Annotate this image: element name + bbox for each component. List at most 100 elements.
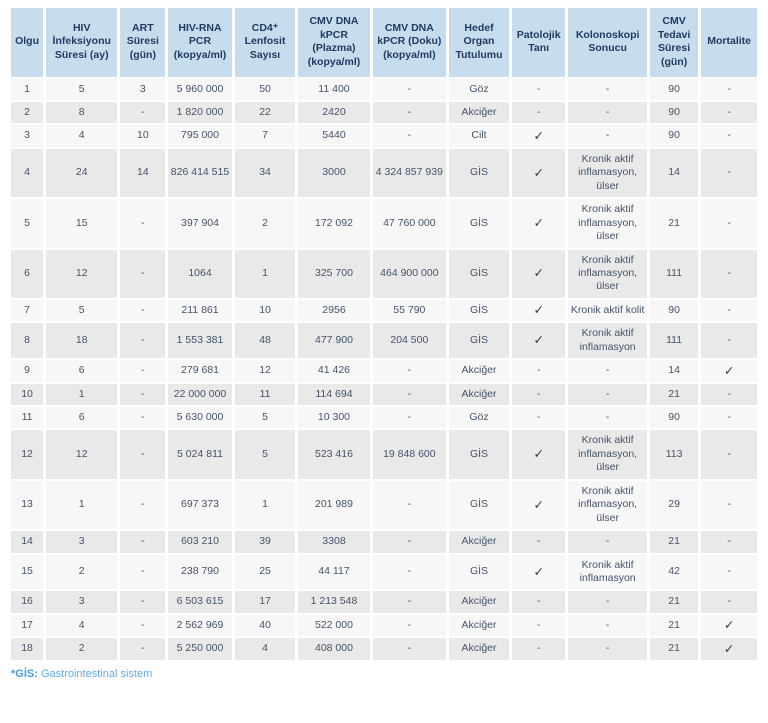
table-cell: GİS	[449, 554, 509, 590]
table-cell: 201 989	[298, 480, 370, 530]
table-row: 18 2-5 250 000 4 408 000- Akciğer - -21 ✓	[11, 638, 757, 660]
table-row: 9 6-279 681 12 41 426- Akciğer - -14 ✓	[11, 360, 757, 382]
table-cell: -	[372, 78, 447, 100]
table-cell: 10	[234, 299, 296, 322]
table-cell: 42	[649, 554, 699, 590]
column-header: Patolojik Tanı	[511, 8, 566, 77]
table-row: 6 12-1064 1 325 700 464 900 000 GİS ✓ Kronik ak…	[11, 249, 757, 298]
table-cell: 5	[234, 407, 296, 429]
table-row: 11 6-5 630 000 5 10 300- Göz - -90-	[11, 407, 757, 429]
table-cell: -	[701, 249, 757, 298]
table-cell: -	[701, 199, 757, 248]
table-cell: -	[568, 591, 647, 613]
table-cell: -	[568, 531, 647, 553]
table-cell: 21	[649, 383, 699, 405]
table-cell: 204 500	[372, 323, 447, 359]
table-cell: 3000	[298, 148, 370, 198]
table-cell: -	[701, 148, 757, 198]
table-cell: 29	[649, 480, 699, 530]
patient-data-table: Olgu HIV İnfeksiyonu Süresi (ay) ART Süres…	[8, 6, 760, 662]
table-cell: -	[372, 480, 447, 530]
table-cell: GİS	[449, 480, 509, 530]
table-cell: -	[372, 125, 447, 147]
table-cell: -	[701, 78, 757, 100]
table-cell: -	[120, 614, 166, 637]
table-cell: 11 400	[298, 78, 370, 100]
table-cell: -	[568, 383, 647, 405]
table-cell: 238 790	[168, 554, 232, 590]
table-cell: 3	[46, 591, 118, 613]
table-cell: 14	[120, 148, 166, 198]
table-cell: 172 092	[298, 199, 370, 248]
table-cell: -	[701, 554, 757, 590]
checkmark-icon: ✓	[511, 480, 566, 530]
table-cell: 18	[46, 323, 118, 359]
table-header: Olgu HIV İnfeksiyonu Süresi (ay) ART Süres…	[11, 8, 757, 77]
table-row: 14 3-603 210 39 3308- Akciğer - -21-	[11, 531, 757, 553]
column-header: CMV Tedavi Süresi (gün)	[649, 8, 699, 77]
table-cell: -	[568, 125, 647, 147]
table-cell: 5 024 811	[168, 430, 232, 479]
table-cell: -	[372, 591, 447, 613]
table-cell: 24	[46, 148, 118, 198]
checkmark-icon: ✓	[511, 199, 566, 248]
table-cell: -	[120, 383, 166, 405]
table-cell: -	[372, 614, 447, 637]
table-row: 4 24 14 826 414 515 34 3000 4 324 857 939 GİS ✓ K…	[11, 148, 757, 198]
table-cell: Kronik aktif kolit	[568, 299, 647, 322]
table-row: 8 18-1 553 381 48 477 900 204 500 GİS ✓ Kronik …	[11, 323, 757, 359]
table-cell: Kronik aktif inflamasyon	[568, 323, 647, 359]
checkmark-icon: ✓	[701, 614, 757, 637]
table-cell: 10 300	[298, 407, 370, 429]
case-number-cell: 12	[11, 430, 44, 479]
table-header-row: Olgu HIV İnfeksiyonu Süresi (ay) ART Süres…	[11, 8, 757, 77]
table-cell: 325 700	[298, 249, 370, 298]
case-number-cell: 9	[11, 360, 44, 382]
table-cell: 44 117	[298, 554, 370, 590]
table-cell: 3	[46, 531, 118, 553]
table-row: 7 5-211 861 10 2956 55 790 GİS ✓ Kronik aktif k…	[11, 299, 757, 322]
checkmark-icon: ✓	[511, 430, 566, 479]
case-number-cell: 6	[11, 249, 44, 298]
checkmark-icon: ✓	[701, 360, 757, 382]
checkmark-icon: ✓	[511, 554, 566, 590]
table-cell: -	[701, 125, 757, 147]
column-header: Olgu	[11, 8, 44, 77]
table-cell: -	[120, 360, 166, 382]
column-header: HIV İnfeksiyonu Süresi (ay)	[46, 8, 118, 77]
table-cell: -	[120, 638, 166, 660]
table-cell: 2	[46, 638, 118, 660]
table-cell: -	[701, 407, 757, 429]
table-cell: Kronik aktif inflamasyon, ülser	[568, 430, 647, 479]
table-cell: 8	[46, 102, 118, 124]
table-cell: Kronik aktif inflamasyon	[568, 554, 647, 590]
table-cell: 47 760 000	[372, 199, 447, 248]
table-cell: -	[701, 430, 757, 479]
table-cell: -	[120, 199, 166, 248]
table-cell: Akciğer	[449, 638, 509, 660]
table-cell: -	[701, 591, 757, 613]
column-header: Mortalite	[701, 8, 757, 77]
table-cell: -	[568, 407, 647, 429]
table-cell: -	[372, 383, 447, 405]
table-cell: -	[120, 554, 166, 590]
table-cell: Akciğer	[449, 102, 509, 124]
table-cell: 2	[46, 554, 118, 590]
table-cell: 5	[234, 430, 296, 479]
table-cell: 40	[234, 614, 296, 637]
table-row: 5 15-397 904 2 172 092 47 760 000 GİS ✓ Kronik …	[11, 199, 757, 248]
table-cell: 4 324 857 939	[372, 148, 447, 198]
table-cell: -	[568, 638, 647, 660]
table-cell: 50	[234, 78, 296, 100]
table-cell: Akciğer	[449, 383, 509, 405]
table-cell: 1	[46, 480, 118, 530]
column-header: CMV DNA kPCR (Doku) (kopya/ml)	[372, 8, 447, 77]
table-cell: 111	[649, 249, 699, 298]
table-cell: 6 503 615	[168, 591, 232, 613]
case-number-cell: 4	[11, 148, 44, 198]
table-cell: 1 553 381	[168, 323, 232, 359]
table-cell: 5440	[298, 125, 370, 147]
footnote-term: *GİS:	[11, 667, 38, 680]
footnote-definition: Gastrointestinal sistem	[40, 667, 153, 680]
